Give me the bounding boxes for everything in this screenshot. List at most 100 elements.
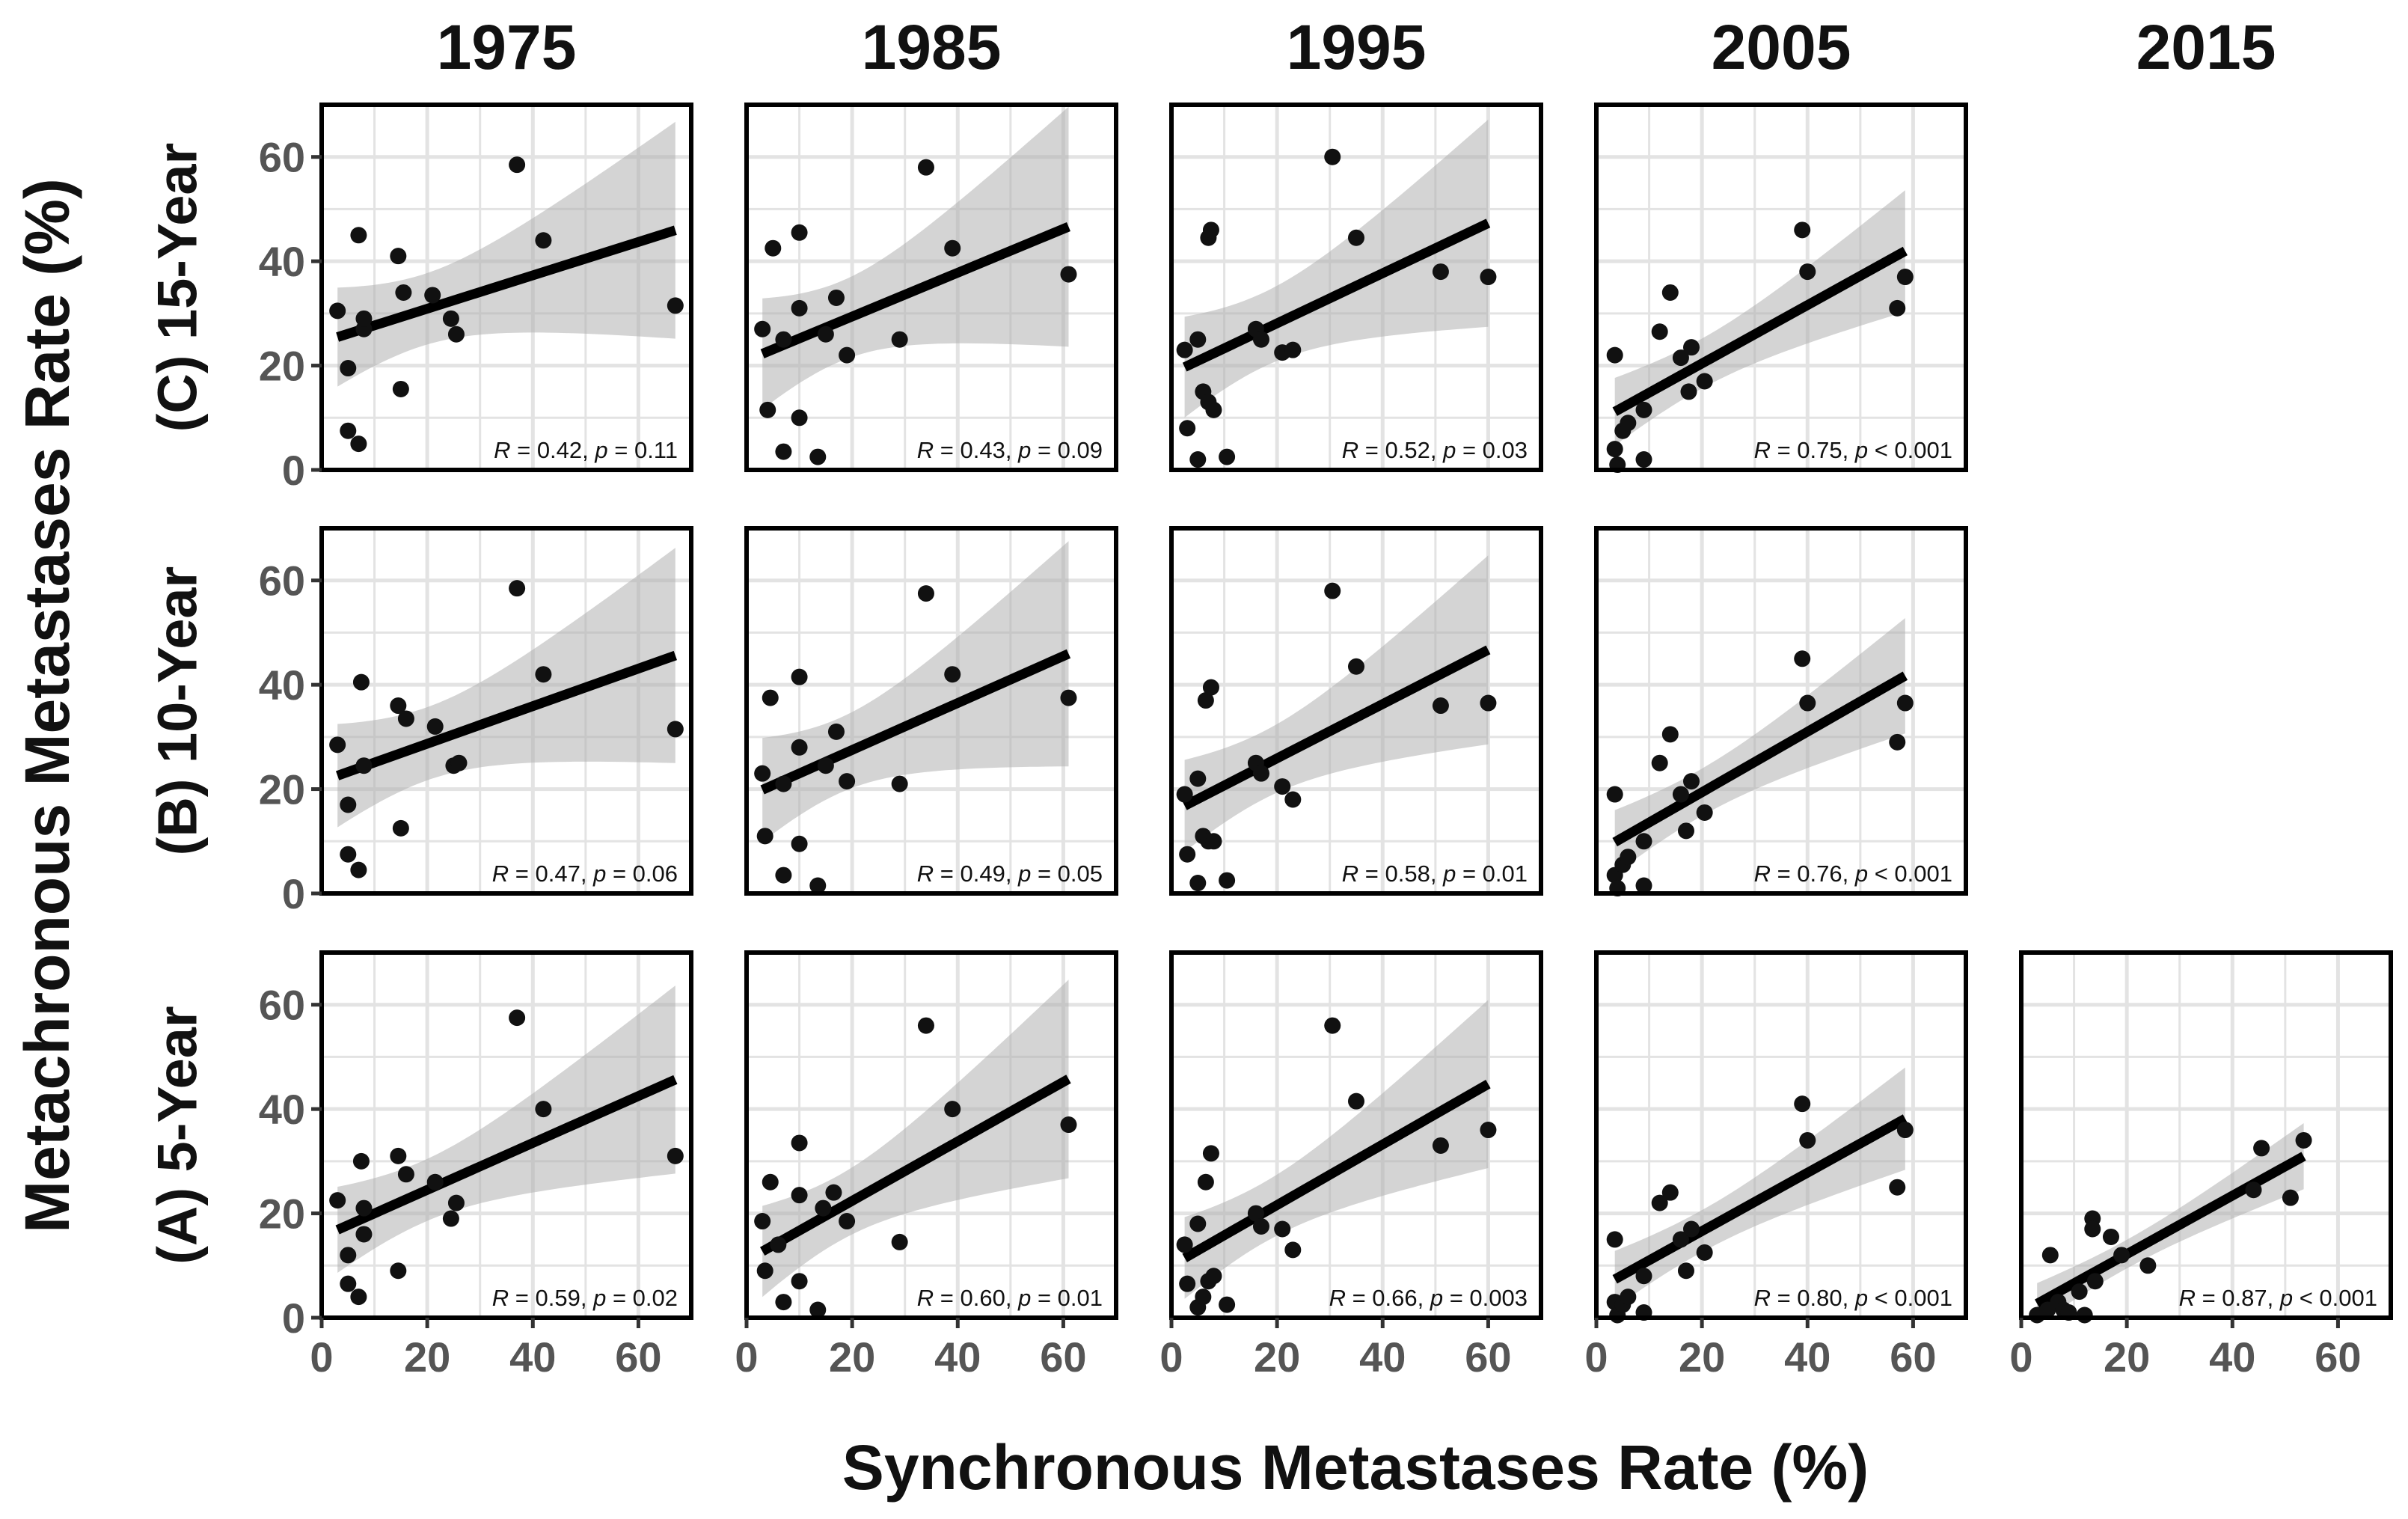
data-point [944, 666, 961, 683]
data-point [791, 299, 808, 317]
data-point [1620, 1289, 1637, 1306]
data-point [1896, 1122, 1914, 1139]
data-point [340, 422, 357, 439]
data-point [762, 689, 779, 706]
annotation-part: p [1017, 861, 1031, 887]
x-tick-label: 20 [1679, 1333, 1725, 1381]
data-point [1274, 1220, 1291, 1238]
data-point [1176, 341, 1193, 358]
annotation-part: R [1754, 861, 1771, 887]
data-point [944, 1101, 961, 1118]
data-point [535, 232, 552, 249]
data-point [1179, 1275, 1196, 1292]
panel-border [1594, 526, 1968, 896]
correlation-annotation: R = 0.60, p = 0.01 [917, 1285, 1103, 1311]
column-title-2015: 2015 [2136, 12, 2276, 82]
data-point [791, 409, 808, 427]
y-tick-label: 60 [259, 982, 305, 1029]
data-point [759, 401, 776, 418]
confidence-band [762, 979, 1069, 1298]
regression-line [1182, 1080, 1491, 1262]
data-point [1799, 263, 1816, 281]
data-point [509, 156, 526, 174]
data-point [447, 1194, 465, 1211]
confidence-band [1614, 618, 1905, 875]
data-point [1677, 822, 1694, 840]
data-point [352, 673, 370, 691]
annotation-part: R [2179, 1285, 2196, 1311]
y-tick-label: 20 [259, 1191, 305, 1238]
x-tick-label: 20 [829, 1333, 875, 1381]
data-point [1060, 689, 1077, 706]
data-point [1696, 1244, 1713, 1261]
panel-border [744, 526, 1118, 896]
panel--a-5-year-1975: R = 0.59, p = 0.02 0 20 40 60 0 20 40 60 [259, 950, 693, 1381]
data-point [1197, 692, 1214, 709]
panel-border [1169, 950, 1543, 1320]
annotation-part: = 0.59, [509, 1285, 593, 1311]
data-point [765, 239, 782, 257]
data-point [775, 867, 792, 884]
x-tick-label: 0 [735, 1333, 758, 1381]
correlation-annotation: R = 0.58, p = 0.01 [1342, 861, 1528, 887]
data-point [1480, 269, 1497, 286]
data-point [1696, 804, 1713, 821]
data-point [350, 435, 367, 453]
data-point [791, 1187, 808, 1204]
data-point [1794, 650, 1811, 667]
correlation-annotation: R = 0.66, p = 0.003 [1329, 1285, 1528, 1311]
data-point [450, 754, 468, 771]
panel-border [319, 526, 693, 896]
correlation-annotation: R = 0.47, p = 0.06 [492, 861, 678, 887]
data-point [1896, 694, 1914, 712]
data-point [340, 846, 357, 863]
regression-line [2035, 1152, 2306, 1309]
regression-line [335, 1075, 678, 1235]
data-point [1606, 346, 1623, 364]
panel--c-15-year-2005: R = 0.75, p < 0.001 [1594, 103, 1968, 474]
data-point [1197, 1173, 1214, 1191]
data-point [667, 1147, 684, 1164]
data-point [1252, 765, 1269, 782]
data-point [809, 448, 827, 465]
regression-line [1612, 671, 1908, 847]
data-point [535, 666, 552, 683]
data-point [390, 1262, 407, 1280]
data-point [535, 1101, 552, 1118]
data-point [1179, 846, 1196, 863]
regression-line [760, 221, 1070, 358]
annotation-part: p [1430, 1285, 1443, 1311]
data-point [762, 1173, 779, 1191]
data-point [1189, 1215, 1207, 1232]
y-tick-label: 0 [282, 870, 305, 917]
data-point [756, 828, 773, 845]
data-point [1205, 1268, 1222, 1285]
x-tick-label: 20 [1254, 1333, 1300, 1381]
data-point [1889, 733, 1906, 751]
confidence-band [1614, 1067, 1905, 1308]
regression-line [335, 650, 678, 780]
data-point [442, 1210, 459, 1227]
panel--c-15-year-1995: R = 0.52, p = 0.03 [1169, 103, 1543, 472]
data-point [2282, 1189, 2299, 1206]
y-tick-label: 40 [259, 1086, 305, 1133]
regression-line [1612, 1114, 1908, 1284]
data-point [1202, 679, 1219, 696]
annotation-part: = 0.003 [1443, 1285, 1528, 1311]
data-point [756, 1262, 773, 1280]
data-point [2076, 1306, 2093, 1324]
data-point [667, 297, 684, 314]
data-point [2102, 1228, 2119, 1245]
data-point [891, 775, 908, 792]
annotation-part: p [592, 861, 606, 887]
data-point [392, 380, 409, 397]
data-point [839, 346, 856, 364]
data-point [424, 287, 441, 304]
annotation-part: R [917, 861, 934, 887]
data-point [775, 331, 792, 348]
x-tick-label: 20 [2104, 1333, 2150, 1381]
data-point [355, 1226, 373, 1243]
data-point [2041, 1247, 2059, 1264]
annotation-part: = 0.09 [1031, 437, 1103, 463]
annotation-part: = 0.02 [606, 1285, 678, 1311]
